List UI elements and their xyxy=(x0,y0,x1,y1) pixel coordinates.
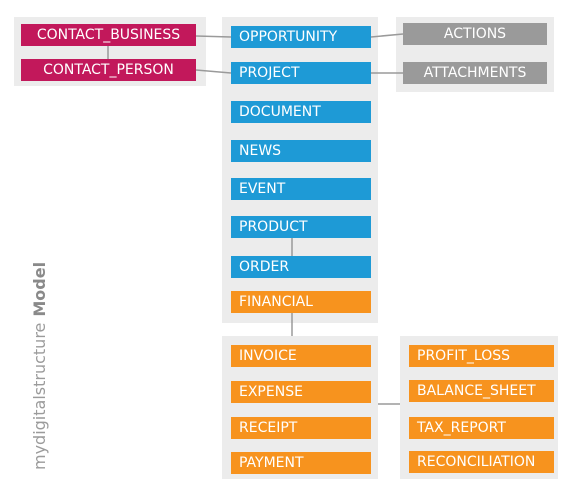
payment-label: PAYMENT xyxy=(239,455,304,471)
attachments-label: ATTACHMENTS xyxy=(423,65,527,81)
opportunity-box: OPPORTUNITY xyxy=(231,26,371,48)
project-box: PROJECT xyxy=(231,62,371,84)
tax-report-box: TAX_REPORT xyxy=(409,417,554,439)
invoice-box: INVOICE xyxy=(231,345,371,367)
receipt-box: RECEIPT xyxy=(231,417,371,439)
profit-loss-box: PROFIT_LOSS xyxy=(409,345,554,367)
invoice-label: INVOICE xyxy=(239,348,297,364)
balance-sheet-label: BALANCE_SHEET xyxy=(417,383,536,399)
expense-label: EXPENSE xyxy=(239,384,303,400)
news-label: NEWS xyxy=(239,143,282,159)
profit-loss-label: PROFIT_LOSS xyxy=(417,348,511,364)
event-box: EVENT xyxy=(231,178,371,200)
contact-person-label: CONTACT_PERSON xyxy=(43,62,174,78)
reconciliation-box: RECONCILIATION xyxy=(409,451,554,473)
document-box: DOCUMENT xyxy=(231,101,371,123)
financial-label: FINANCIAL xyxy=(239,294,313,310)
project-label: PROJECT xyxy=(239,65,300,81)
connector-business-opportunity xyxy=(195,35,232,38)
opportunity-label: OPPORTUNITY xyxy=(239,29,338,45)
payment-box: PAYMENT xyxy=(231,452,371,474)
receipt-label: RECEIPT xyxy=(239,420,298,436)
model-side-label: mydigitalstructure Model xyxy=(30,262,49,470)
product-box: PRODUCT xyxy=(231,216,371,238)
financial-box: FINANCIAL xyxy=(231,291,371,313)
news-box: NEWS xyxy=(231,140,371,162)
order-box: ORDER xyxy=(231,256,371,278)
actions-box: ACTIONS xyxy=(403,23,547,45)
tax-report-label: TAX_REPORT xyxy=(417,420,506,436)
expense-box: EXPENSE xyxy=(231,381,371,403)
contact-business-label: CONTACT_BUSINESS xyxy=(36,27,181,43)
balance-sheet-box: BALANCE_SHEET xyxy=(409,380,554,402)
model-side-label-emphasis: Model xyxy=(30,261,49,317)
event-label: EVENT xyxy=(239,181,286,197)
actions-label: ACTIONS xyxy=(443,26,507,42)
contact-person-box: CONTACT_PERSON xyxy=(21,59,196,81)
order-label: ORDER xyxy=(239,259,290,275)
contact-business-box: CONTACT_BUSINESS xyxy=(21,24,196,46)
reconciliation-label: RECONCILIATION xyxy=(417,454,536,470)
document-label: DOCUMENT xyxy=(239,104,321,120)
attachments-box: ATTACHMENTS xyxy=(403,62,547,84)
product-label: PRODUCT xyxy=(239,219,308,235)
connector-opportunity-actions xyxy=(370,33,404,38)
model-side-label-prefix: mydigitalstructure xyxy=(30,322,49,470)
connector-person-project xyxy=(195,69,232,74)
